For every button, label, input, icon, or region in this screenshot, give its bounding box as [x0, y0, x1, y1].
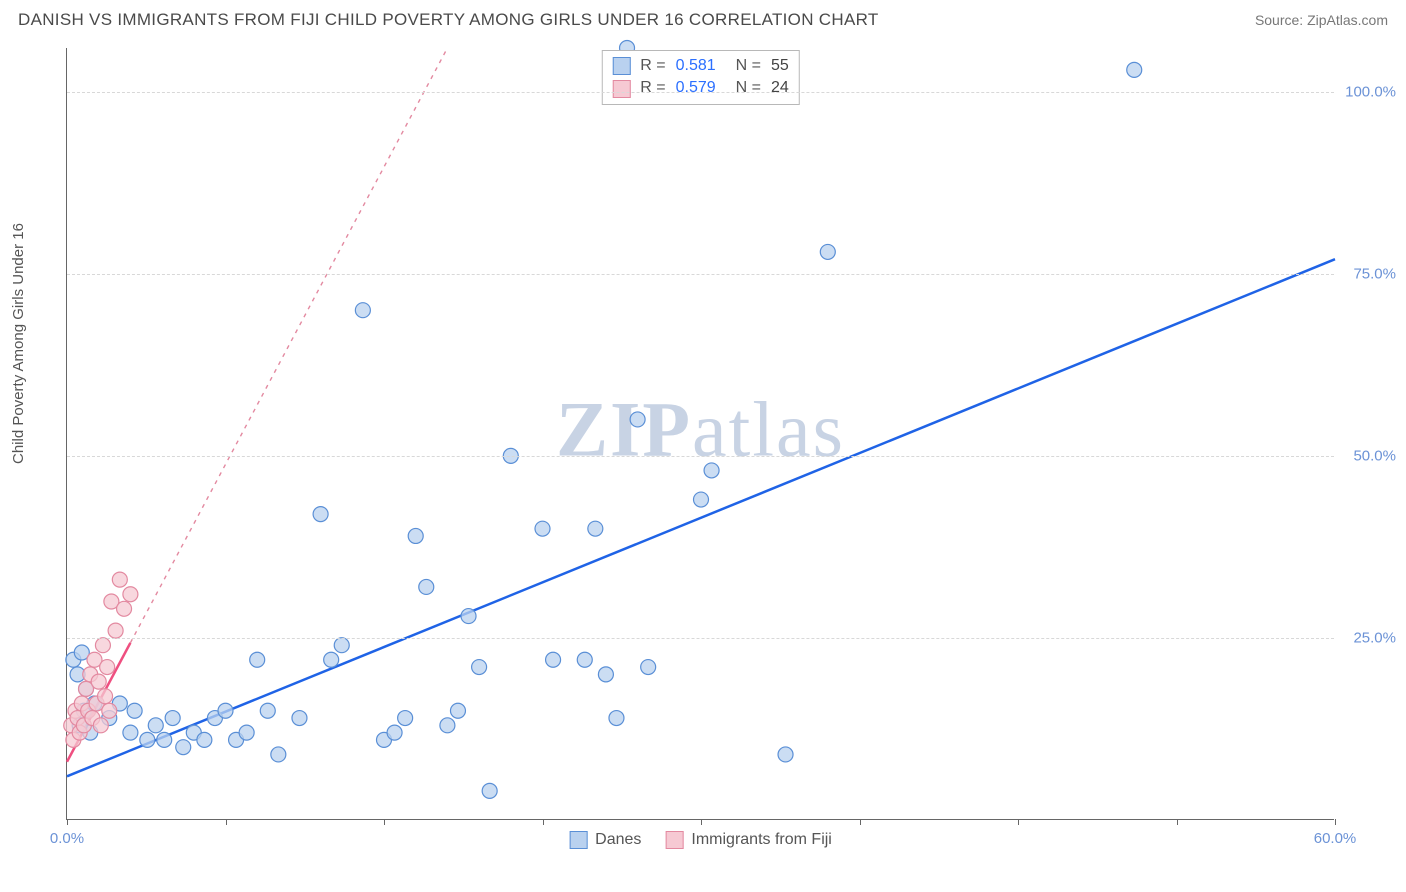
n-label: N =: [736, 55, 761, 77]
x-tick: [701, 819, 702, 825]
stats-row: R = 0.581 N = 55: [612, 55, 788, 77]
bottom-legend: Danes Immigrants from Fiji: [569, 831, 832, 849]
plot-area: ZIPatlas R =0.581N =55R =0.579N =24 Dane…: [66, 48, 1334, 820]
x-tick-label: 0.0%: [50, 830, 84, 847]
x-tick: [1018, 819, 1019, 825]
x-tick-label: 60.0%: [1314, 830, 1357, 847]
y-tick-label: 100.0%: [1345, 83, 1396, 100]
stats-box: R = 0.581 N = 55 R = 0.579 N = 24: [601, 50, 799, 105]
x-tick: [1177, 819, 1178, 825]
r-value: 0.579: [676, 77, 726, 99]
plot-svg: [67, 48, 1334, 819]
gridline: [67, 274, 1334, 275]
gridline: [67, 92, 1334, 93]
n-value: 24: [771, 77, 789, 99]
n-value: 55: [771, 55, 789, 77]
y-axis-label: Child Poverty Among Girls Under 16: [10, 223, 27, 464]
r-label: R =: [640, 55, 665, 77]
x-tick: [67, 819, 68, 825]
legend-label: Danes: [595, 831, 641, 849]
legend-label: Immigrants from Fiji: [691, 831, 831, 849]
chart-container: Child Poverty Among Girls Under 16 ZIPat…: [18, 44, 1388, 884]
chart-title: DANISH VS IMMIGRANTS FROM FIJI CHILD POV…: [18, 10, 879, 30]
source-link[interactable]: ZipAtlas.com: [1307, 12, 1388, 28]
y-tick-label: 50.0%: [1353, 447, 1396, 464]
r-value: 0.581: [676, 55, 726, 77]
x-tick: [860, 819, 861, 825]
y-tick-label: 25.0%: [1353, 629, 1396, 646]
stats-row: R = 0.579 N = 24: [612, 77, 788, 99]
legend-swatch: [569, 831, 587, 849]
legend-item: Immigrants from Fiji: [665, 831, 831, 849]
legend-item: Danes: [569, 831, 641, 849]
gridline: [67, 456, 1334, 457]
x-tick: [543, 819, 544, 825]
y-tick-label: 75.0%: [1353, 265, 1396, 282]
x-tick: [384, 819, 385, 825]
gridline: [67, 638, 1334, 639]
source-attribution: Source: ZipAtlas.com: [1255, 12, 1388, 28]
source-prefix: Source:: [1255, 12, 1307, 28]
x-tick: [226, 819, 227, 825]
n-label: N =: [736, 77, 761, 99]
legend-swatch: [612, 80, 630, 98]
legend-swatch: [665, 831, 683, 849]
r-label: R =: [640, 77, 665, 99]
legend-swatch: [612, 57, 630, 75]
x-tick: [1335, 819, 1336, 825]
